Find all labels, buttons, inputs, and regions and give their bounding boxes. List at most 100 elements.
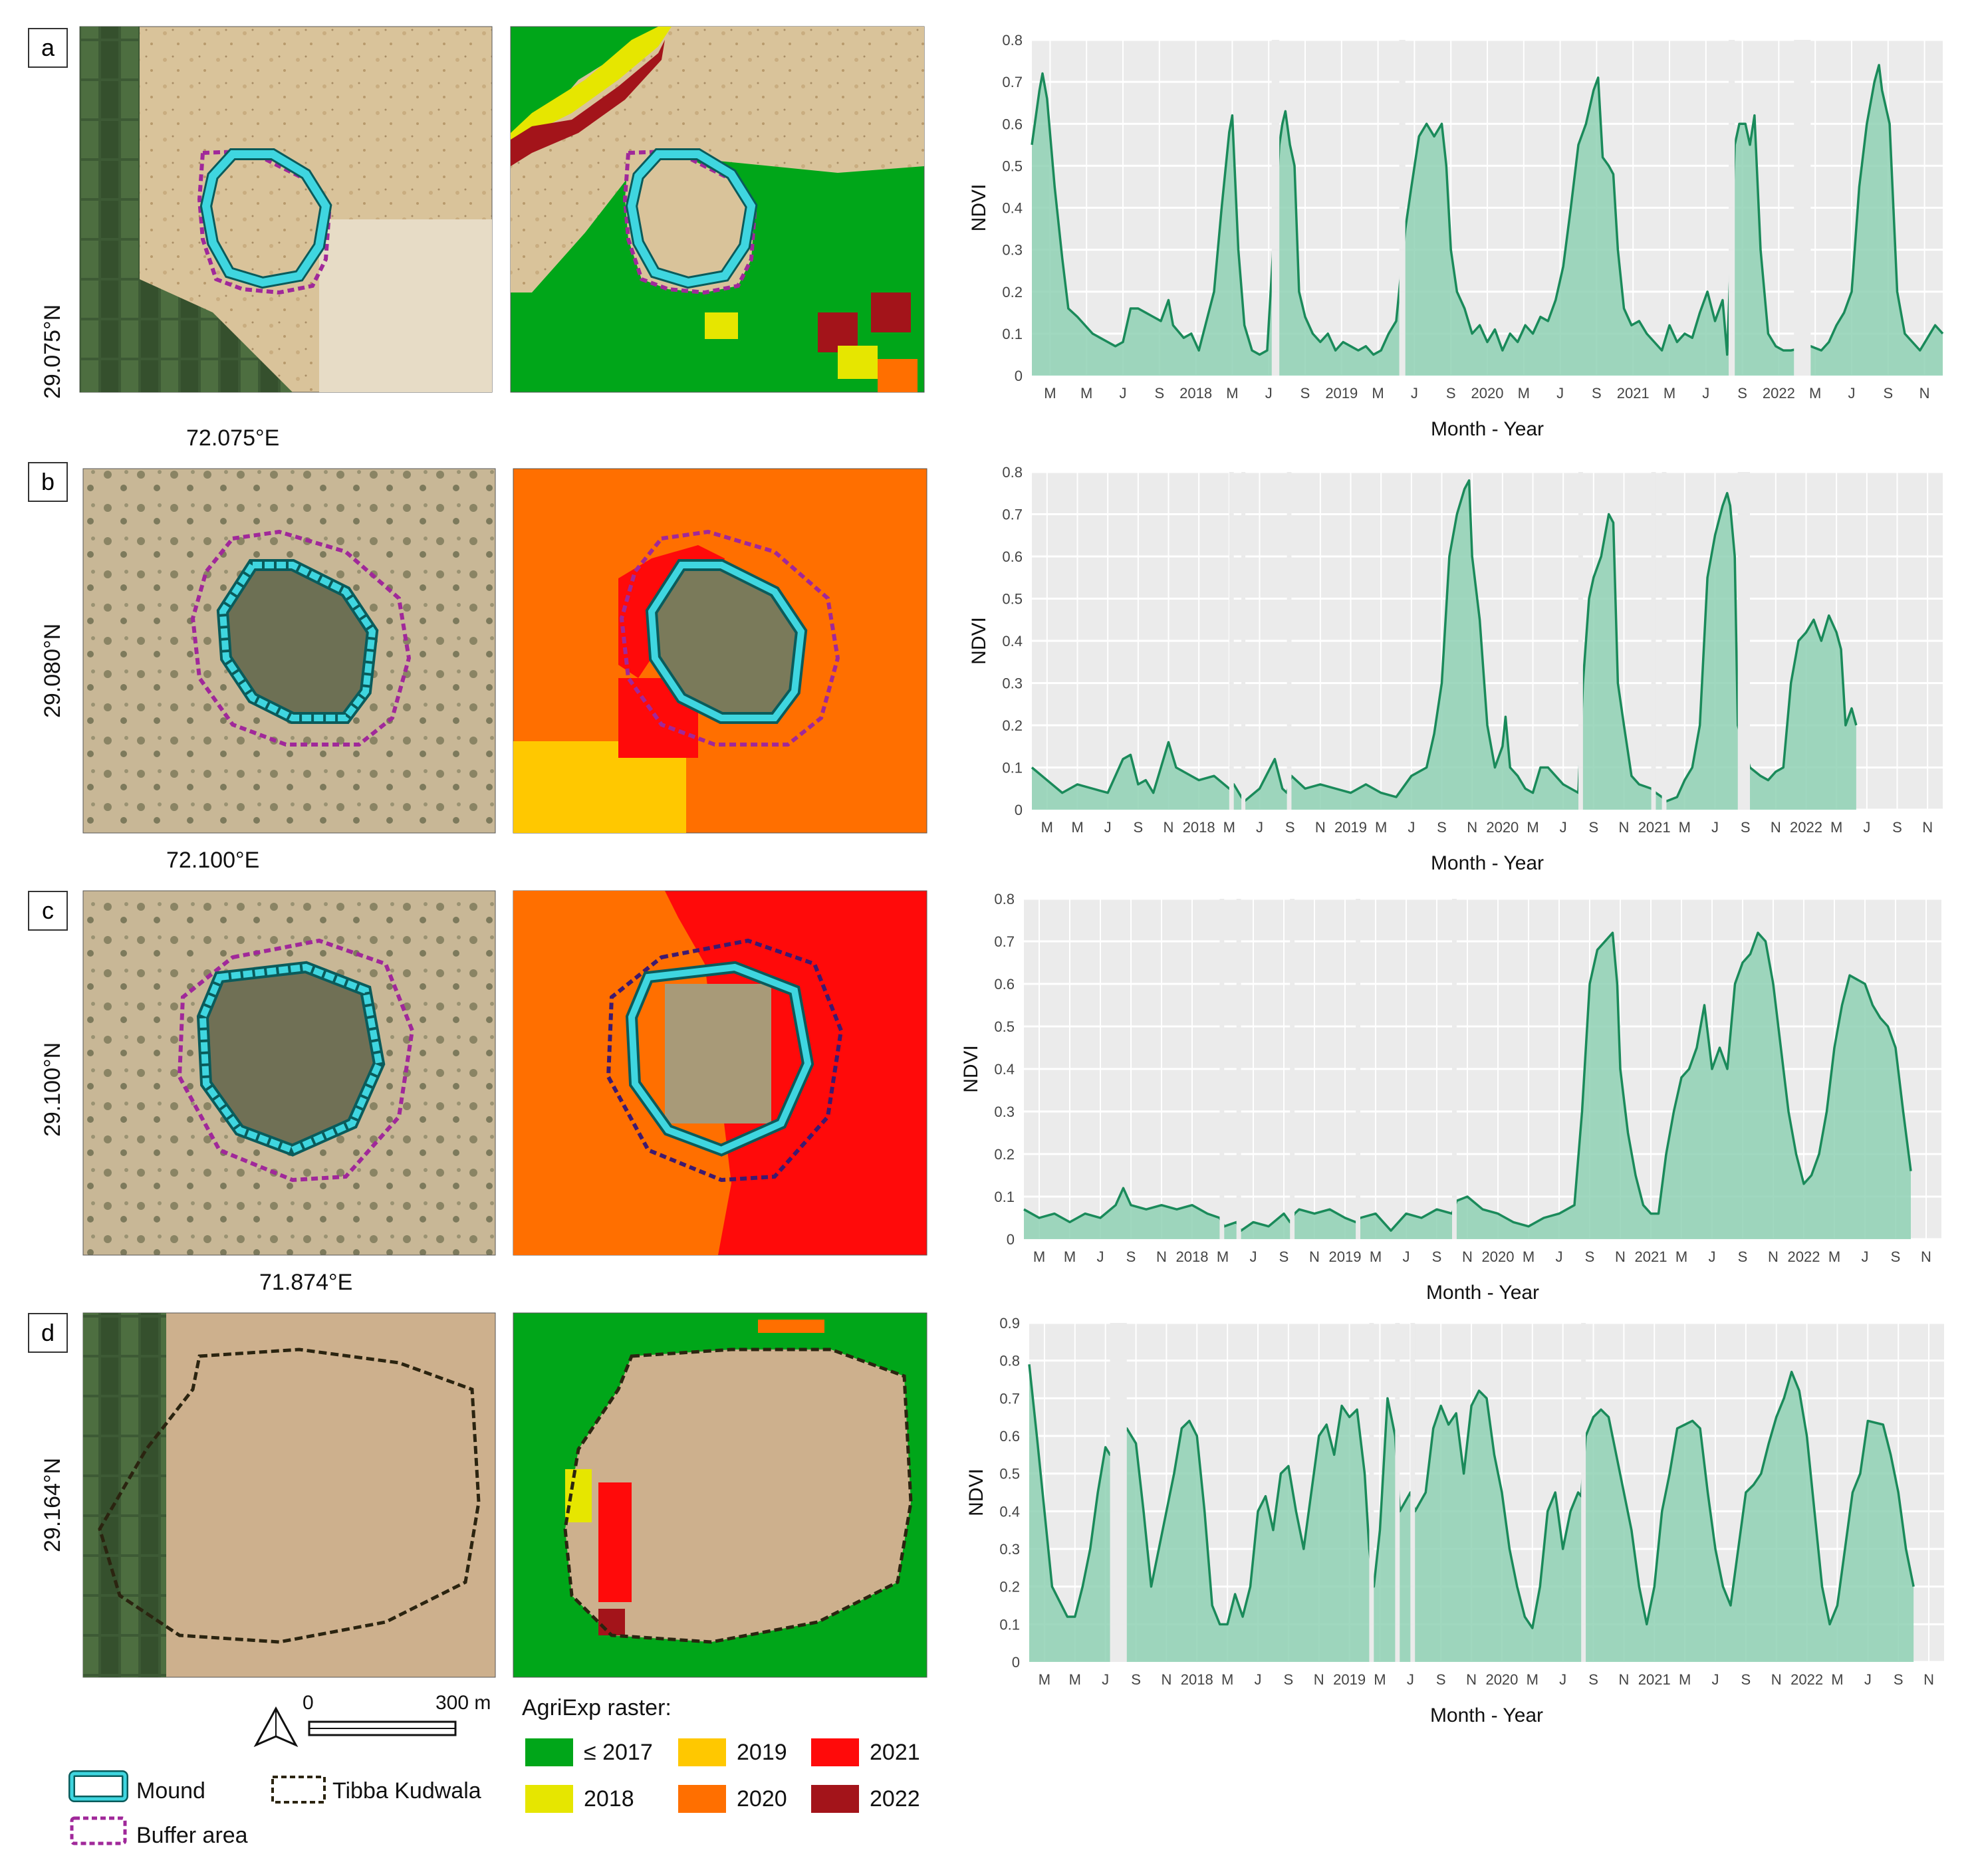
data-gap xyxy=(1241,472,1246,810)
legend-swatch-4 xyxy=(811,1738,859,1766)
x-tick-label: J xyxy=(1250,1248,1257,1265)
x-tick-label: M xyxy=(1828,1248,1840,1265)
x-tick-label: 2018 xyxy=(1181,1671,1213,1688)
legend-tibba: Tibba Kudwala xyxy=(332,1778,481,1804)
x-tick-label: S xyxy=(1592,385,1602,402)
data-gap xyxy=(1662,472,1667,810)
x-tick-label: M xyxy=(1679,819,1691,836)
agriexp-legend-title: AgriExp raster: xyxy=(522,1695,672,1720)
x-tick-label: S xyxy=(1588,1671,1598,1688)
x-tick-label: S xyxy=(1446,385,1456,402)
lat-label-c: 29.100°N xyxy=(40,1042,65,1137)
y-tick-label: 0.3 xyxy=(999,1541,1020,1558)
x-tick-label: J xyxy=(1097,1248,1104,1265)
x-tick-label: M xyxy=(1523,1248,1535,1265)
x-tick-label: J xyxy=(1403,1248,1410,1265)
x-axis-label: Month - Year xyxy=(1431,852,1544,874)
legend-swatch-5 xyxy=(811,1785,859,1813)
legend-mound: Mound xyxy=(136,1778,205,1804)
x-tick-label: M xyxy=(1527,819,1539,836)
mound-swatch xyxy=(68,1770,128,1802)
y-tick-label: 0.7 xyxy=(994,933,1015,950)
x-tick-label: J xyxy=(1711,819,1719,836)
panel-label-b: b xyxy=(28,462,68,502)
x-tick-label: M xyxy=(1370,1248,1382,1265)
y-tick-label: 0.5 xyxy=(999,1466,1020,1482)
legend-label-3: 2020 xyxy=(737,1786,787,1812)
x-tick-label: N xyxy=(1314,1671,1324,1688)
x-axis-label: Month - Year xyxy=(1431,418,1544,440)
y-tick-label: 0.8 xyxy=(1002,464,1023,481)
map-row-c xyxy=(82,890,927,1256)
data-gap xyxy=(1452,899,1457,1239)
x-tick-label: 2018 xyxy=(1183,819,1215,836)
data-gap xyxy=(1236,899,1241,1239)
x-tick-label: 2020 xyxy=(1486,819,1519,836)
x-tick-label: 2019 xyxy=(1325,385,1358,402)
x-tick-label: S xyxy=(1285,819,1295,836)
data-gap xyxy=(1399,40,1406,376)
y-tick-label: 0.5 xyxy=(994,1018,1015,1035)
x-tick-label: S xyxy=(1126,1248,1136,1265)
x-tick-label: M xyxy=(1679,1671,1691,1688)
y-tick-label: 0.7 xyxy=(1002,74,1023,90)
legend-label-5: 2022 xyxy=(870,1786,920,1812)
x-tick-label: N xyxy=(1768,1248,1779,1265)
y-tick-label: 0.8 xyxy=(999,1353,1020,1369)
x-tick-label: 2019 xyxy=(1333,1671,1366,1688)
y-axis-label: NDVI xyxy=(960,1045,982,1093)
x-tick-label: 2018 xyxy=(1176,1248,1209,1265)
data-gap xyxy=(1229,472,1234,810)
y-tick-label: 0.8 xyxy=(1002,32,1023,49)
x-tick-label: 2021 xyxy=(1638,1671,1671,1688)
x-tick-label: S xyxy=(1585,1248,1595,1265)
legend-buffer: Buffer area xyxy=(136,1823,248,1848)
x-tick-label: N xyxy=(1309,1248,1320,1265)
x-tick-label: J xyxy=(1864,1671,1872,1688)
x-tick-label: N xyxy=(1315,819,1326,836)
data-gap xyxy=(1219,899,1225,1239)
x-tick-label: S xyxy=(1741,1671,1751,1688)
x-tick-label: J xyxy=(1556,1248,1563,1265)
tibba-swatch xyxy=(271,1776,326,1804)
x-tick-label: S xyxy=(1737,385,1747,402)
data-gap xyxy=(1729,40,1735,376)
y-tick-label: 0.3 xyxy=(994,1104,1015,1120)
y-axis-label: NDVI xyxy=(965,1468,987,1516)
x-tick-label: N xyxy=(1164,819,1174,836)
x-tick-label: 2022 xyxy=(1790,1671,1823,1688)
x-tick-label: J xyxy=(1862,1248,1869,1265)
x-tick-label: M xyxy=(1664,385,1675,402)
y-axis-label: NDVI xyxy=(968,617,990,665)
x-tick-label: N xyxy=(1161,1671,1171,1688)
x-tick-label: M xyxy=(1223,819,1235,836)
y-tick-label: 0 xyxy=(1012,1654,1020,1671)
x-tick-label: S xyxy=(1892,819,1902,836)
x-tick-label: M xyxy=(1041,819,1053,836)
y-tick-label: 0.2 xyxy=(1002,717,1023,734)
data-gap xyxy=(1651,472,1656,810)
data-gap xyxy=(1578,472,1583,810)
x-tick-label: N xyxy=(1922,819,1933,836)
y-tick-label: 0.4 xyxy=(994,1061,1015,1078)
panel-label-c: c xyxy=(28,891,68,931)
x-tick-label: S xyxy=(1891,1248,1901,1265)
map-row-b xyxy=(82,468,927,834)
y-tick-label: 0.6 xyxy=(994,976,1015,993)
lat-label-a: 29.075°N xyxy=(40,304,65,399)
x-tick-label: S xyxy=(1436,1671,1446,1688)
x-tick-label: J xyxy=(1556,385,1564,402)
y-tick-label: 0.5 xyxy=(1002,158,1023,174)
buffer-swatch xyxy=(70,1816,127,1845)
data-gap xyxy=(1410,1323,1416,1662)
y-tick-label: 0.2 xyxy=(994,1146,1015,1163)
x-tick-label: M xyxy=(1069,1671,1081,1688)
x-tick-label: S xyxy=(1284,1671,1294,1688)
ndvi-chart-c: 0 0.1 0.2 0.3 0.4 0.5 0.6 0.7 0.8 M M J S N 2018 M J S N 20… xyxy=(960,891,1941,1304)
x-tick-label: N xyxy=(1771,1671,1782,1688)
ndvi-chart-d: 0 0.1 0.2 0.3 0.4 0.5 0.6 0.7 0.8 0.9 M M J S N 2018 M J S… xyxy=(965,1315,1944,1726)
x-tick-label: M xyxy=(1830,819,1842,836)
x-tick-label: M xyxy=(1374,1671,1386,1688)
x-tick-label: J xyxy=(1120,385,1127,402)
lat-label-b: 29.080°N xyxy=(40,623,65,718)
